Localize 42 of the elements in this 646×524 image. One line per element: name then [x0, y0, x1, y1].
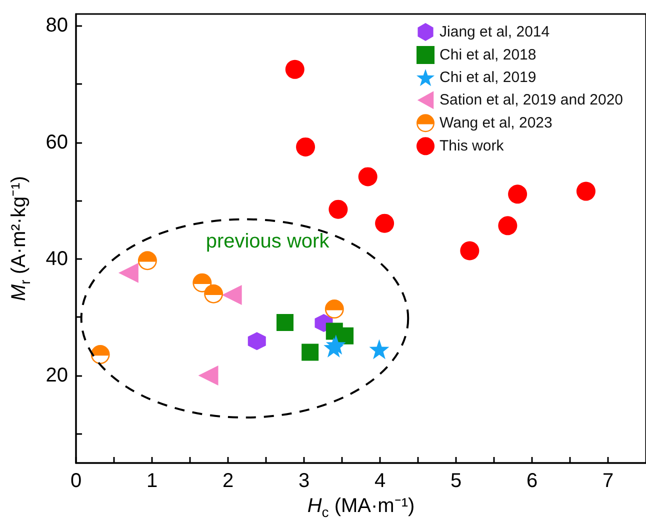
legend-label: This work — [440, 138, 504, 155]
legend-label: Wang et al, 2023 — [440, 114, 552, 132]
point — [118, 262, 138, 283]
point — [198, 366, 218, 386]
point — [498, 216, 518, 236]
point — [576, 182, 596, 201]
x-tick-label: 5 — [450, 470, 462, 492]
y-tick-label: 80 — [46, 14, 68, 37]
y-tick-label: 60 — [46, 131, 68, 154]
x-tick-label: 6 — [526, 470, 538, 492]
point — [358, 167, 378, 186]
point — [302, 344, 319, 361]
point — [204, 284, 224, 304]
point — [336, 327, 354, 344]
legend-label: Sation et al, 2019 and 2020 — [440, 92, 624, 109]
point — [324, 300, 344, 319]
y-tick-label: 40 — [46, 248, 68, 270]
point — [296, 137, 316, 156]
point — [508, 184, 528, 204]
legend-label: Jiang et al, 2014 — [440, 24, 550, 40]
point — [328, 200, 348, 219]
point — [138, 251, 157, 270]
x-tick-label: 1 — [146, 470, 158, 492]
point — [276, 314, 294, 331]
point — [248, 332, 266, 350]
annotation: previous work — [206, 230, 330, 252]
point — [369, 339, 390, 360]
point — [460, 241, 480, 260]
point — [285, 60, 304, 79]
point — [192, 273, 212, 292]
x-tick-label: 7 — [602, 470, 614, 492]
y-tick-label: 20 — [46, 364, 68, 387]
point — [90, 345, 110, 364]
x-tick-label: 4 — [374, 470, 386, 492]
point — [222, 285, 242, 306]
x-tick-label: 3 — [298, 470, 310, 492]
y-axis-title: Mr (A·m²·kg⁻¹) — [8, 176, 33, 301]
x-tick-label: 2 — [222, 470, 234, 492]
point — [375, 214, 394, 233]
legend-label: Chi et al, 2019 — [440, 69, 536, 86]
legend-label: Chi et al, 2018 — [440, 46, 536, 64]
x-tick-label: 0 — [70, 470, 82, 492]
